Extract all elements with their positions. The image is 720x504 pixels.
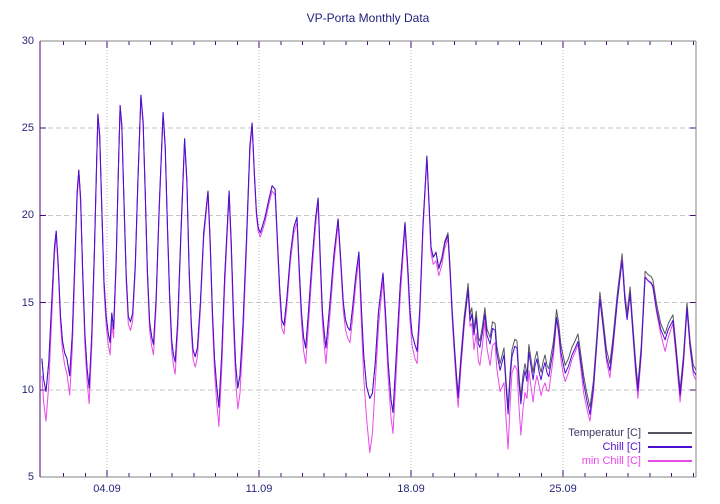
legend-row-chill: Chill [C] [568, 440, 694, 454]
x-tick-label: 11.09 [245, 483, 273, 495]
y-tick-label: 10 [21, 383, 34, 396]
series-line-chill-c- [41, 94, 696, 415]
x-tick-label: 25.09 [549, 483, 577, 495]
x-tick-label: 18.09 [397, 483, 425, 495]
y-tick-label: 20 [21, 209, 34, 222]
legend-label-chill: Chill [C] [602, 441, 641, 453]
x-tick-label: 04.09 [93, 483, 121, 495]
y-tick-label: 30 [21, 35, 34, 47]
legend-label-temperatur: Temperatur [C] [568, 427, 641, 439]
series-line-min-chill-c- [41, 97, 696, 454]
y-tick-label: 15 [21, 296, 34, 309]
legend-line-min-chill-icon [648, 460, 692, 462]
chart-title: VP-Porta Monthly Data [306, 11, 430, 25]
y-tick-label: 25 [21, 122, 34, 135]
legend-row-min-chill: min Chill [C] [568, 454, 694, 468]
legend-row-temperatur: Temperatur [C] [568, 426, 694, 440]
legend-line-temperatur-icon [648, 432, 692, 434]
legend: Temperatur [C] Chill [C] min Chill [C] [568, 426, 694, 468]
series-line-temperatur-c- [41, 94, 696, 413]
legend-line-chill-icon [648, 446, 692, 448]
y-tick-label: 5 [27, 471, 34, 483]
legend-label-min-chill: min Chill [C] [581, 455, 641, 467]
